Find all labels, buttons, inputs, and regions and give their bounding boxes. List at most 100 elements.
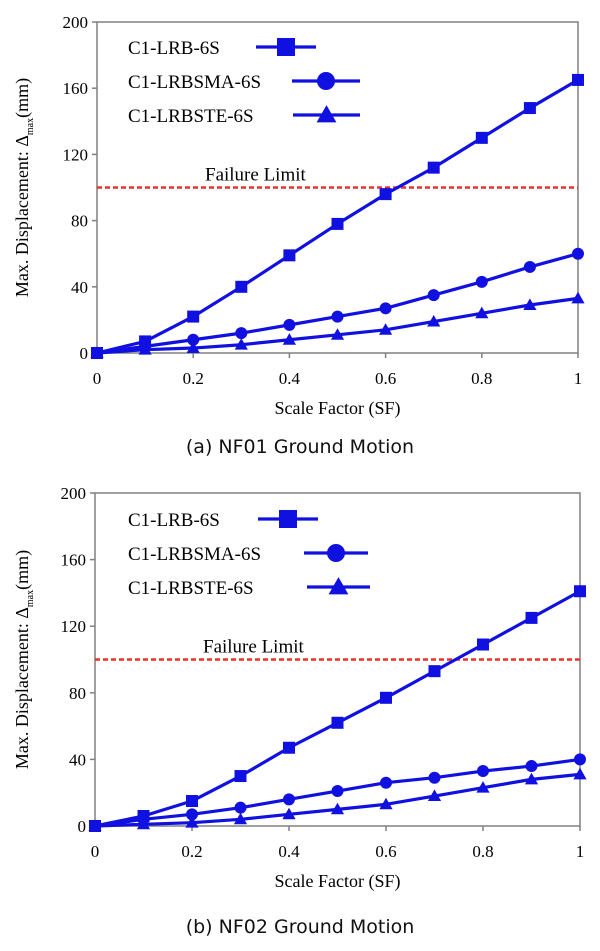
legend-swatch-marker	[327, 544, 345, 562]
data-point-c1-lrbsma-6s	[331, 785, 344, 798]
data-point-c1-lrbste-6s	[427, 314, 441, 327]
data-point-c1-lrb-6s	[475, 131, 488, 144]
data-point-c1-lrb-6s	[525, 611, 538, 624]
data-point-c1-lrbste-6s	[136, 817, 151, 830]
x-tick-label: 0	[93, 369, 102, 388]
data-point-c1-lrbsma-6s	[331, 310, 344, 323]
data-point-c1-lrbste-6s	[234, 338, 248, 350]
y-axis-title-group: Max. Displacement: Δmax(mm)	[12, 78, 36, 297]
data-point-c1-lrbsma-6s	[523, 260, 536, 273]
data-point-c1-lrb-6s	[427, 161, 440, 174]
data-point-c1-lrb-6s	[283, 741, 295, 754]
data-point-c1-lrbste-6s	[379, 797, 393, 810]
data-point-c1-lrbsma-6s	[235, 327, 248, 340]
y-tick-label: 40	[69, 750, 86, 769]
failure-limit-label: Failure Limit	[205, 165, 307, 186]
chart-caption-nf01: (a) NF01 Ground Motion	[185, 436, 415, 458]
data-point-c1-lrbste-6s	[379, 323, 393, 335]
data-point-c1-lrb-6s	[186, 795, 198, 808]
legend-label: C1-LRB-6S	[128, 38, 220, 59]
data-point-c1-lrbste-6s	[88, 819, 102, 831]
data-point-c1-lrbste-6s	[233, 812, 248, 825]
data-point-c1-lrbste-6s	[330, 802, 345, 815]
data-point-c1-lrb-6s	[380, 691, 392, 704]
x-tick-label: 0.4	[278, 842, 300, 861]
data-point-c1-lrb-6s	[572, 73, 584, 86]
y-tick-label: 80	[69, 684, 86, 703]
y-tick-label: 160	[63, 79, 89, 98]
data-point-c1-lrbsma-6s	[427, 289, 440, 302]
y-tick-label: 40	[71, 278, 88, 297]
x-axis-title: Scale Factor (SF)	[275, 871, 401, 892]
data-point-c1-lrb-6s	[187, 310, 200, 323]
legend-swatch-marker	[328, 577, 349, 595]
legend-swatch-marker	[277, 38, 295, 56]
data-point-c1-lrb-6s	[428, 665, 441, 678]
data-point-c1-lrbsma-6s	[187, 333, 200, 346]
data-point-c1-lrbsma-6s	[525, 760, 538, 773]
data-point-c1-lrbsma-6s	[574, 753, 586, 766]
x-tick-label: 0.2	[181, 842, 202, 861]
data-point-c1-lrb-6s	[477, 638, 489, 651]
y-axis-title-subscript: max	[25, 118, 36, 135]
x-tick-label: 0.8	[472, 842, 493, 861]
x-tick-label: 0	[91, 842, 100, 861]
legend-swatch-marker	[279, 510, 297, 528]
y-axis-title: Max. Displacement: Δmax(mm)	[12, 550, 36, 769]
legend-swatch-marker	[316, 105, 337, 123]
legend-label: C1-LRBSTE-6S	[128, 106, 254, 127]
y-axis-title-subscript: max	[25, 590, 36, 607]
legend-label: C1-LRB-6S	[128, 510, 220, 531]
data-point-c1-lrbste-6s	[524, 772, 539, 785]
data-point-c1-lrbste-6s	[282, 807, 296, 820]
y-axis-title-unit: (mm)	[12, 78, 33, 118]
x-tick-label: 1	[574, 369, 583, 388]
data-point-c1-lrb-6s	[331, 716, 344, 729]
y-tick-label: 160	[61, 551, 87, 570]
data-point-c1-lrbsma-6s	[186, 808, 198, 821]
data-point-c1-lrb-6s	[331, 217, 344, 230]
y-tick-label: 120	[61, 617, 87, 636]
y-tick-label: 200	[61, 484, 87, 503]
legend-label: C1-LRBSTE-6S	[128, 578, 254, 599]
y-axis-title-group: Max. Displacement: Δmax(mm)	[12, 550, 36, 769]
data-point-c1-lrbste-6s	[475, 306, 489, 319]
chart-nf01: 0 40 80 120 160 200 0 0.2 0.4 0.6 0.8 1 Scale Factor…	[12, 13, 585, 419]
data-point-c1-lrbste-6s	[427, 789, 442, 801]
data-point-c1-lrbste-6s	[138, 343, 152, 355]
data-point-c1-lrbsma-6s	[572, 247, 584, 260]
y-tick-label: 0	[80, 344, 89, 363]
data-point-c1-lrbsma-6s	[283, 318, 296, 331]
y-tick-label: 120	[63, 145, 89, 164]
data-point-c1-lrbste-6s	[186, 341, 200, 353]
x-tick-label: 0.8	[471, 369, 492, 388]
legend-swatch-marker	[317, 72, 335, 90]
y-tick-label: 80	[71, 212, 88, 231]
legend-label: C1-LRBSMA-6S	[128, 72, 261, 93]
chart-nf02: 0 40 80 120 160 200 0 0.2 0.4 0.6 0.8 1 Scale Factor…	[12, 484, 587, 892]
data-point-c1-lrbsma-6s	[379, 302, 392, 315]
data-point-c1-lrbste-6s	[571, 291, 585, 304]
data-point-c1-lrbsma-6s	[428, 771, 441, 784]
data-point-c1-lrbste-6s	[330, 328, 345, 340]
y-axis-title-main: Max. Displacement: Δ	[12, 607, 32, 769]
data-point-c1-lrb-6s	[234, 770, 247, 783]
data-point-c1-lrbsma-6s	[380, 776, 392, 789]
y-tick-label: 0	[78, 817, 87, 836]
x-tick-label: 0.4	[279, 369, 301, 388]
x-tick-label: 0.6	[375, 369, 396, 388]
data-point-c1-lrbste-6s	[523, 298, 537, 310]
data-point-c1-lrbste-6s	[282, 333, 296, 345]
data-point-c1-lrbsma-6s	[475, 275, 488, 288]
data-point-c1-lrbste-6s	[476, 781, 490, 793]
data-point-c1-lrb-6s	[283, 249, 296, 262]
legend-label: C1-LRBSMA-6S	[128, 544, 261, 565]
failure-limit-label: Failure Limit	[203, 637, 305, 658]
y-axis-title-main: Max. Displacement: Δ	[12, 135, 32, 297]
x-tick-label: 0.2	[183, 369, 204, 388]
data-point-c1-lrb-6s	[523, 102, 536, 115]
chart-panel-nf02: 0 40 80 120 160 200 0 0.2 0.4 0.6 0.8 1 Scale Factor…	[0, 476, 600, 951]
data-point-c1-lrbsma-6s	[477, 765, 489, 778]
chart-caption-nf02: (b) NF02 Ground Motion	[185, 916, 415, 938]
y-axis-title-unit: (mm)	[12, 550, 33, 590]
